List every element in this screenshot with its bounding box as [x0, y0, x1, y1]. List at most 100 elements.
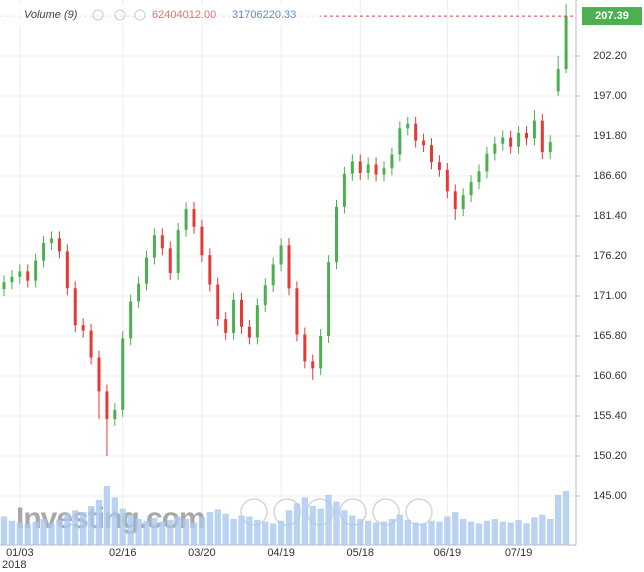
volume-bar [190, 522, 198, 545]
volume-bar [325, 494, 332, 545]
y-tick-label: 155.40 [593, 410, 627, 422]
volume-bar [317, 508, 324, 545]
legend-icon[interactable] [134, 9, 146, 21]
last-price-box [582, 7, 642, 26]
y-tick-label: 186.60 [593, 170, 627, 182]
volume-legend: Volume (9) [24, 9, 78, 21]
volume-bar [175, 516, 182, 545]
candle-body [113, 409, 117, 420]
candle-body [121, 338, 125, 410]
volume-bar [562, 490, 570, 545]
candle-body [50, 238, 53, 243]
volume-bar [72, 510, 79, 545]
candle-body [374, 164, 378, 175]
volume-bar [372, 522, 380, 545]
zoom-in-2[interactable] [372, 498, 400, 526]
nav-buttons[interactable] [240, 498, 433, 526]
volume-bar [87, 506, 95, 545]
volume-bar [80, 512, 87, 545]
candle-body [271, 264, 275, 286]
y-tick-label: 145.00 [593, 490, 627, 502]
candle-body [168, 248, 172, 273]
nav-right[interactable] [405, 498, 433, 526]
y-tick-label: 202.20 [593, 50, 627, 62]
legend-icon[interactable] [114, 9, 126, 21]
candle-body [42, 242, 46, 261]
candle-body [295, 288, 299, 335]
volume-bar [135, 519, 142, 545]
candle-body [208, 255, 212, 285]
candle-body [517, 132, 521, 147]
volume-bar [444, 516, 451, 545]
candle-body [327, 262, 331, 336]
candle-body [160, 235, 164, 249]
volume-bar [341, 510, 348, 545]
candle-body [105, 391, 109, 420]
candle-body [477, 171, 481, 183]
volume-bar [270, 523, 277, 545]
volume-bar [167, 519, 174, 545]
candle-body [548, 142, 552, 153]
volume-bar [214, 509, 221, 545]
volume-bar [539, 514, 546, 545]
candle-body [2, 282, 6, 290]
candle-body [564, 16, 568, 70]
volume-bar [32, 521, 39, 545]
volume-bar [24, 524, 31, 545]
candle-body [485, 153, 489, 172]
volume-bar [467, 521, 475, 545]
candle-body [437, 162, 441, 170]
volume-bar [507, 522, 514, 545]
volume-bar [16, 522, 23, 545]
volume-bar [206, 512, 213, 545]
candle-body [398, 128, 402, 155]
y-tick-label: 165.80 [593, 330, 627, 342]
volume-bar [222, 513, 229, 545]
volume-bar [238, 515, 245, 545]
volume-bar [64, 513, 71, 545]
volume-bar [396, 514, 403, 545]
last-price-label: 207.39 [595, 10, 629, 22]
volume-bar [515, 519, 522, 545]
candle-body [34, 260, 38, 281]
volume-bar [285, 510, 293, 545]
candle-body [255, 305, 259, 338]
candle-body [129, 301, 133, 339]
volume-bar [436, 521, 443, 545]
volume-bar [95, 499, 103, 545]
volume-bar [230, 519, 237, 545]
y-tick-label: 176.20 [593, 250, 627, 262]
volume-bar [159, 521, 166, 545]
candle-body [263, 285, 267, 306]
volume-bar [103, 486, 111, 545]
volume-bar [452, 512, 459, 545]
candle-body [152, 235, 156, 258]
volume-bar [531, 517, 538, 545]
candle-body [390, 154, 394, 169]
candle-body [145, 257, 148, 284]
x-tick-label: 03/20 [188, 547, 216, 559]
candle-body [406, 123, 410, 129]
volume-bar [182, 519, 190, 545]
nav-left[interactable] [240, 498, 268, 526]
candle-body [65, 251, 69, 289]
legend-bg [0, 4, 320, 26]
volume-bar [380, 521, 388, 545]
volume-bar [547, 519, 554, 545]
volume-bar [491, 519, 498, 545]
legend-icon[interactable] [92, 9, 104, 21]
candle-body [232, 299, 236, 333]
candle-body [184, 209, 188, 230]
candle-body [137, 283, 141, 302]
volume-bar [475, 523, 483, 545]
volume-bar [56, 519, 63, 545]
volume-bar [428, 520, 435, 545]
candle-body [493, 143, 497, 154]
watermark: Investing.com [16, 502, 205, 535]
volume-bar [523, 523, 530, 545]
candle-body [319, 336, 323, 369]
volume-bar [119, 508, 126, 545]
candle-body [358, 161, 362, 173]
candle-body [335, 206, 338, 263]
